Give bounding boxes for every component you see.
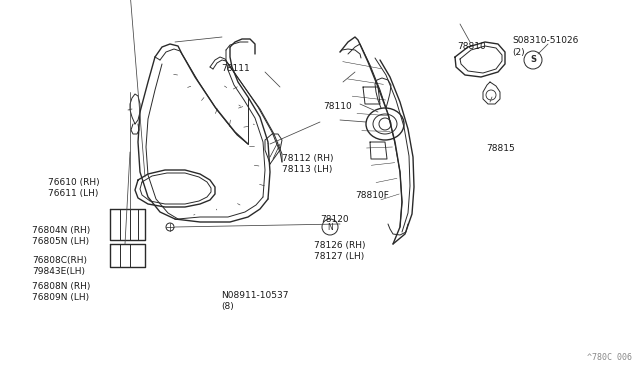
- Text: N08911-10537
(8): N08911-10537 (8): [221, 291, 288, 311]
- Text: 78810: 78810: [458, 42, 486, 51]
- Text: ^780C 006: ^780C 006: [587, 353, 632, 362]
- Text: 76808N (RH)
76809N (LH): 76808N (RH) 76809N (LH): [32, 282, 90, 302]
- Text: 78810F: 78810F: [355, 191, 389, 200]
- Text: S: S: [530, 55, 536, 64]
- Text: 78120: 78120: [320, 215, 349, 224]
- Text: 76808C(RH)
79843E(LH): 76808C(RH) 79843E(LH): [32, 256, 87, 276]
- Text: 76804N (RH)
76805N (LH): 76804N (RH) 76805N (LH): [32, 226, 90, 246]
- Text: 78815: 78815: [486, 144, 515, 153]
- Text: S08310-51026
(2): S08310-51026 (2): [512, 36, 579, 57]
- Text: 78110: 78110: [323, 102, 352, 110]
- Text: 76610 (RH)
76611 (LH): 76610 (RH) 76611 (LH): [48, 178, 100, 198]
- Text: 78126 (RH)
78127 (LH): 78126 (RH) 78127 (LH): [314, 241, 365, 261]
- Text: 78111: 78111: [221, 64, 250, 73]
- Text: N: N: [327, 222, 333, 231]
- Text: 78112 (RH)
78113 (LH): 78112 (RH) 78113 (LH): [282, 154, 333, 174]
